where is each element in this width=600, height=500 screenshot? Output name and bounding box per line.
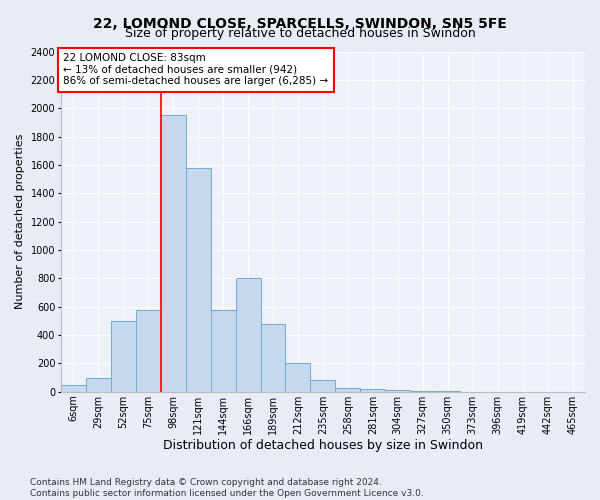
Bar: [185, 168, 211, 392]
Bar: [410, 391, 435, 392]
Bar: [286, 364, 310, 392]
Bar: [335, 388, 361, 392]
Text: Contains HM Land Registry data © Crown copyright and database right 2024.
Contai: Contains HM Land Registry data © Crown c…: [30, 478, 424, 498]
Bar: [260, 324, 286, 392]
X-axis label: Distribution of detached houses by size in Swindon: Distribution of detached houses by size …: [163, 440, 483, 452]
Bar: [86, 378, 111, 392]
Bar: [361, 389, 385, 392]
Text: Size of property relative to detached houses in Swindon: Size of property relative to detached ho…: [125, 28, 475, 40]
Bar: [236, 278, 260, 392]
Bar: [435, 391, 460, 392]
Y-axis label: Number of detached properties: Number of detached properties: [15, 134, 25, 310]
Bar: [161, 116, 185, 392]
Text: 22, LOMOND CLOSE, SPARCELLS, SWINDON, SN5 5FE: 22, LOMOND CLOSE, SPARCELLS, SWINDON, SN…: [93, 18, 507, 32]
Bar: [111, 321, 136, 392]
Bar: [211, 310, 236, 392]
Bar: [310, 380, 335, 392]
Bar: [136, 310, 161, 392]
Text: 22 LOMOND CLOSE: 83sqm
← 13% of detached houses are smaller (942)
86% of semi-de: 22 LOMOND CLOSE: 83sqm ← 13% of detached…: [64, 53, 329, 86]
Bar: [61, 384, 86, 392]
Bar: [385, 390, 410, 392]
